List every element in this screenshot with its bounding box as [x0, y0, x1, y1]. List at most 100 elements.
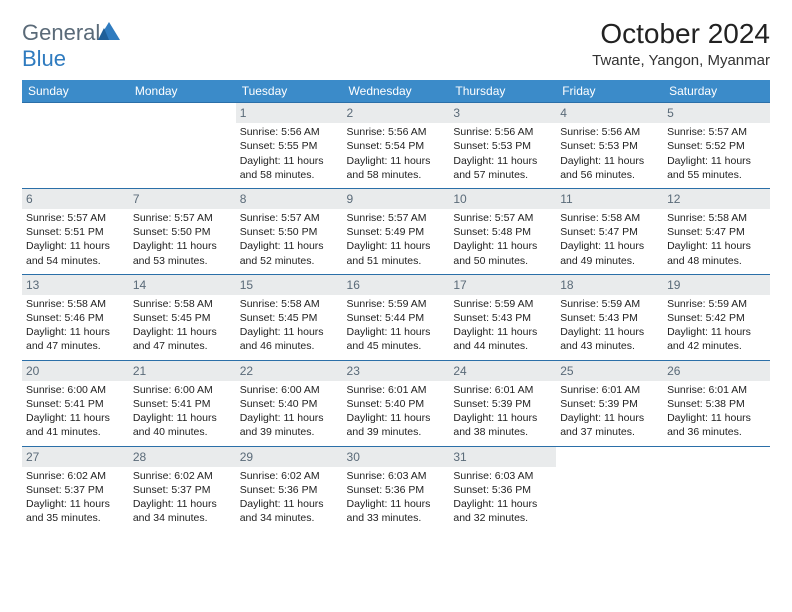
sunrise-text: Sunrise: 5:59 AM [453, 297, 552, 311]
sunrise-text: Sunrise: 5:56 AM [240, 125, 339, 139]
day-number: 9 [343, 189, 450, 209]
day-number: 21 [129, 361, 236, 381]
calendar-cell: 24Sunrise: 6:01 AMSunset: 5:39 PMDayligh… [449, 360, 556, 446]
sunset-text: Sunset: 5:47 PM [560, 225, 659, 239]
sunset-text: Sunset: 5:43 PM [560, 311, 659, 325]
calendar-cell: 14Sunrise: 5:58 AMSunset: 5:45 PMDayligh… [129, 274, 236, 360]
day-header-row: SundayMondayTuesdayWednesdayThursdayFrid… [22, 80, 770, 103]
calendar-cell [556, 446, 663, 531]
sunset-text: Sunset: 5:53 PM [560, 139, 659, 153]
daylight-text: Daylight: 11 hours and 39 minutes. [240, 411, 339, 439]
sunset-text: Sunset: 5:53 PM [453, 139, 552, 153]
sunrise-text: Sunrise: 5:58 AM [667, 211, 766, 225]
day-header: Thursday [449, 80, 556, 103]
brand-name: General Blue [22, 18, 120, 72]
day-number: 5 [663, 103, 770, 123]
calendar-cell: 1Sunrise: 5:56 AMSunset: 5:55 PMDaylight… [236, 103, 343, 189]
day-number: 28 [129, 447, 236, 467]
sunrise-text: Sunrise: 5:58 AM [26, 297, 125, 311]
sunset-text: Sunset: 5:37 PM [26, 483, 125, 497]
sunset-text: Sunset: 5:39 PM [453, 397, 552, 411]
sunrise-text: Sunrise: 6:02 AM [26, 469, 125, 483]
day-number: 24 [449, 361, 556, 381]
day-number: 2 [343, 103, 450, 123]
day-header: Sunday [22, 80, 129, 103]
calendar-week-row: 13Sunrise: 5:58 AMSunset: 5:46 PMDayligh… [22, 274, 770, 360]
day-header: Friday [556, 80, 663, 103]
sunrise-text: Sunrise: 5:59 AM [667, 297, 766, 311]
calendar-cell: 18Sunrise: 5:59 AMSunset: 5:43 PMDayligh… [556, 274, 663, 360]
daylight-text: Daylight: 11 hours and 34 minutes. [240, 497, 339, 525]
day-number: 31 [449, 447, 556, 467]
daylight-text: Daylight: 11 hours and 37 minutes. [560, 411, 659, 439]
day-details: Sunrise: 5:57 AMSunset: 5:51 PMDaylight:… [26, 211, 125, 268]
sunrise-text: Sunrise: 5:57 AM [26, 211, 125, 225]
daylight-text: Daylight: 11 hours and 55 minutes. [667, 154, 766, 182]
day-details: Sunrise: 6:03 AMSunset: 5:36 PMDaylight:… [453, 469, 552, 526]
month-title: October 2024 [592, 18, 770, 50]
calendar-cell [663, 446, 770, 531]
calendar-cell: 22Sunrise: 6:00 AMSunset: 5:40 PMDayligh… [236, 360, 343, 446]
sunset-text: Sunset: 5:51 PM [26, 225, 125, 239]
day-number: 13 [22, 275, 129, 295]
daylight-text: Daylight: 11 hours and 39 minutes. [347, 411, 446, 439]
location-label: Twante, Yangon, Myanmar [592, 52, 770, 69]
daylight-text: Daylight: 11 hours and 58 minutes. [347, 154, 446, 182]
day-details: Sunrise: 5:59 AMSunset: 5:43 PMDaylight:… [560, 297, 659, 354]
day-details: Sunrise: 5:59 AMSunset: 5:43 PMDaylight:… [453, 297, 552, 354]
sunset-text: Sunset: 5:55 PM [240, 139, 339, 153]
day-details: Sunrise: 6:01 AMSunset: 5:39 PMDaylight:… [453, 383, 552, 440]
day-details: Sunrise: 5:58 AMSunset: 5:45 PMDaylight:… [240, 297, 339, 354]
day-details: Sunrise: 6:01 AMSunset: 5:40 PMDaylight:… [347, 383, 446, 440]
sunrise-text: Sunrise: 5:56 AM [347, 125, 446, 139]
day-number: 25 [556, 361, 663, 381]
day-number: 1 [236, 103, 343, 123]
calendar-cell: 6Sunrise: 5:57 AMSunset: 5:51 PMDaylight… [22, 188, 129, 274]
sunset-text: Sunset: 5:41 PM [26, 397, 125, 411]
calendar-week-row: 6Sunrise: 5:57 AMSunset: 5:51 PMDaylight… [22, 188, 770, 274]
sunrise-text: Sunrise: 5:59 AM [347, 297, 446, 311]
day-details: Sunrise: 5:56 AMSunset: 5:55 PMDaylight:… [240, 125, 339, 182]
calendar-cell: 19Sunrise: 5:59 AMSunset: 5:42 PMDayligh… [663, 274, 770, 360]
daylight-text: Daylight: 11 hours and 45 minutes. [347, 325, 446, 353]
day-number: 26 [663, 361, 770, 381]
day-details: Sunrise: 6:00 AMSunset: 5:41 PMDaylight:… [26, 383, 125, 440]
sunset-text: Sunset: 5:36 PM [453, 483, 552, 497]
day-details: Sunrise: 6:03 AMSunset: 5:36 PMDaylight:… [347, 469, 446, 526]
daylight-text: Daylight: 11 hours and 47 minutes. [133, 325, 232, 353]
calendar-cell: 8Sunrise: 5:57 AMSunset: 5:50 PMDaylight… [236, 188, 343, 274]
calendar-cell: 30Sunrise: 6:03 AMSunset: 5:36 PMDayligh… [343, 446, 450, 531]
calendar-cell: 9Sunrise: 5:57 AMSunset: 5:49 PMDaylight… [343, 188, 450, 274]
sunrise-text: Sunrise: 5:57 AM [453, 211, 552, 225]
calendar-cell: 10Sunrise: 5:57 AMSunset: 5:48 PMDayligh… [449, 188, 556, 274]
sunset-text: Sunset: 5:50 PM [240, 225, 339, 239]
day-number: 11 [556, 189, 663, 209]
brand-logo: General Blue [22, 18, 120, 72]
daylight-text: Daylight: 11 hours and 44 minutes. [453, 325, 552, 353]
sunrise-text: Sunrise: 5:59 AM [560, 297, 659, 311]
day-details: Sunrise: 6:02 AMSunset: 5:37 PMDaylight:… [26, 469, 125, 526]
daylight-text: Daylight: 11 hours and 58 minutes. [240, 154, 339, 182]
day-details: Sunrise: 5:58 AMSunset: 5:47 PMDaylight:… [560, 211, 659, 268]
daylight-text: Daylight: 11 hours and 54 minutes. [26, 239, 125, 267]
sunrise-text: Sunrise: 5:58 AM [240, 297, 339, 311]
day-details: Sunrise: 5:56 AMSunset: 5:53 PMDaylight:… [560, 125, 659, 182]
calendar-cell: 11Sunrise: 5:58 AMSunset: 5:47 PMDayligh… [556, 188, 663, 274]
day-details: Sunrise: 5:57 AMSunset: 5:48 PMDaylight:… [453, 211, 552, 268]
calendar-cell: 23Sunrise: 6:01 AMSunset: 5:40 PMDayligh… [343, 360, 450, 446]
daylight-text: Daylight: 11 hours and 49 minutes. [560, 239, 659, 267]
calendar-cell: 12Sunrise: 5:58 AMSunset: 5:47 PMDayligh… [663, 188, 770, 274]
day-number: 18 [556, 275, 663, 295]
daylight-text: Daylight: 11 hours and 56 minutes. [560, 154, 659, 182]
daylight-text: Daylight: 11 hours and 41 minutes. [26, 411, 125, 439]
brand-name-a: General [22, 20, 100, 45]
calendar-cell: 4Sunrise: 5:56 AMSunset: 5:53 PMDaylight… [556, 103, 663, 189]
sunrise-text: Sunrise: 5:58 AM [560, 211, 659, 225]
sunset-text: Sunset: 5:47 PM [667, 225, 766, 239]
daylight-text: Daylight: 11 hours and 33 minutes. [347, 497, 446, 525]
sunset-text: Sunset: 5:46 PM [26, 311, 125, 325]
daylight-text: Daylight: 11 hours and 46 minutes. [240, 325, 339, 353]
day-details: Sunrise: 5:56 AMSunset: 5:54 PMDaylight:… [347, 125, 446, 182]
day-number: 12 [663, 189, 770, 209]
daylight-text: Daylight: 11 hours and 35 minutes. [26, 497, 125, 525]
